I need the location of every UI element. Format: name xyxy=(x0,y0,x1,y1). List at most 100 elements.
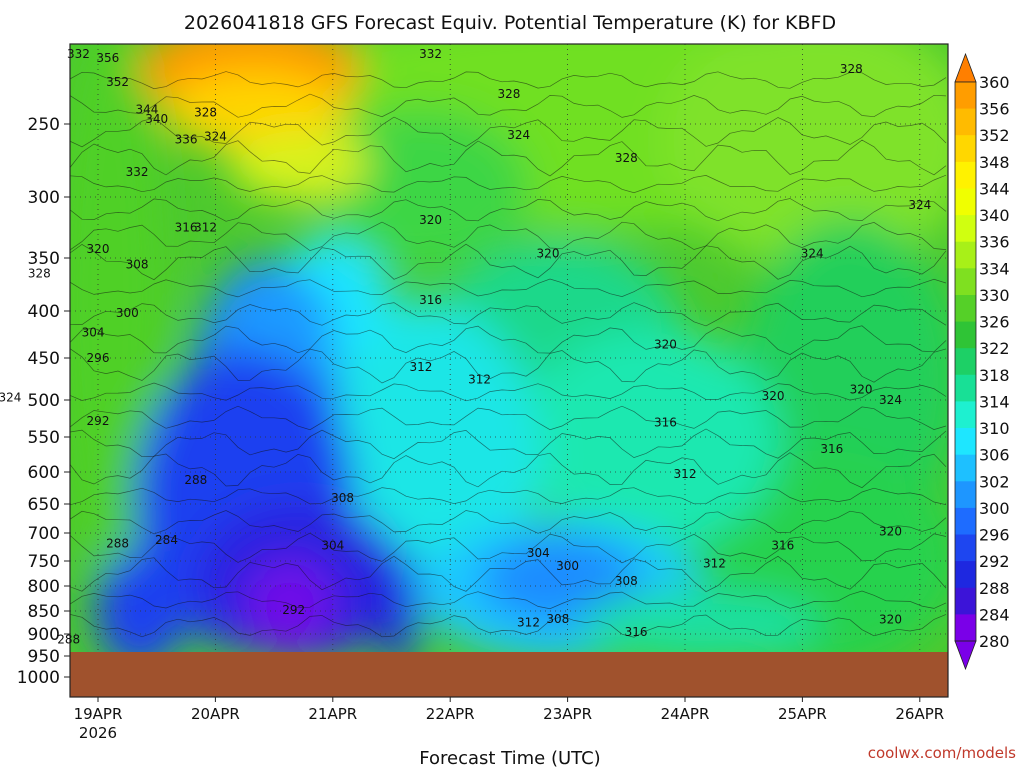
contour-line xyxy=(70,71,947,90)
colorbar-label: 330 xyxy=(979,286,1010,305)
colorbar-segment xyxy=(955,82,976,110)
contour-line xyxy=(70,590,947,610)
colorbar: 360 356 352 348 344 340 336 334 330 326 322 318 314 3… xyxy=(954,52,1010,671)
contour-label: 312 xyxy=(468,373,491,387)
colorbar-segment xyxy=(955,295,976,323)
y-axis: 250 300 350 400 450 500 550 600 650 700 750 800 850 9… xyxy=(17,115,70,688)
contour-label: 332 xyxy=(67,47,90,61)
heat-blob xyxy=(230,130,370,200)
heat-blob xyxy=(95,550,185,670)
contour-label: 300 xyxy=(556,559,579,573)
colorbar-segment xyxy=(955,561,976,589)
contour-line xyxy=(70,139,947,177)
contour-label: 320 xyxy=(850,383,873,397)
contour-label: 324 xyxy=(204,130,227,144)
contour-label: 328 xyxy=(194,106,217,120)
contour-line xyxy=(70,325,947,355)
terrain-ground xyxy=(70,652,948,697)
colorbar-label: 310 xyxy=(979,419,1010,438)
contour-line xyxy=(70,278,947,298)
colorbar-segment xyxy=(955,188,976,216)
colorbar-segment xyxy=(955,321,976,349)
contour-label: 320 xyxy=(87,242,110,256)
contour-label: 340 xyxy=(145,112,168,126)
y-tick-label: 550 xyxy=(28,428,60,448)
contour-line xyxy=(70,428,947,460)
colorbar-label: 280 xyxy=(979,632,1010,651)
contour-line xyxy=(70,382,947,402)
colorbar-label: 348 xyxy=(979,153,1010,172)
contour-label: 296 xyxy=(87,351,110,365)
y-tick-label: 1000 xyxy=(17,668,60,688)
contour-line xyxy=(70,116,947,148)
colorbar-label: 300 xyxy=(979,499,1010,518)
x-tick-label: 19APR xyxy=(74,705,123,723)
contour-label: 336 xyxy=(175,133,198,147)
contour-lines xyxy=(70,71,947,638)
contour-label: 304 xyxy=(82,325,105,339)
colorbar-segment xyxy=(955,215,976,243)
contour-label: 288 xyxy=(106,536,129,550)
colorbar-segment xyxy=(955,374,976,402)
contour-label: 324 xyxy=(879,393,902,407)
contour-label: 344 xyxy=(135,102,158,116)
contour-label: 304 xyxy=(527,546,550,560)
contour-line xyxy=(70,221,947,251)
colorbar-label: 360 xyxy=(979,73,1010,92)
contour-label: 316 xyxy=(419,293,442,307)
x-tick-label: 22APR xyxy=(426,705,475,723)
colorbar-bottom-arrow xyxy=(954,640,977,671)
chart-title: 2026041818 GFS Forecast Equiv. Potential… xyxy=(184,12,836,34)
y-tick-label: 750 xyxy=(28,552,60,572)
contour-label: 316 xyxy=(625,625,648,639)
contour-line xyxy=(70,302,947,327)
colorbar-label: 288 xyxy=(979,579,1010,598)
colorbar-label: 284 xyxy=(979,605,1010,624)
x-tick-label: 25APR xyxy=(778,705,827,723)
y-tick-label: 900 xyxy=(28,625,60,645)
contour-label: 316 xyxy=(820,442,843,456)
contour-label: 316 xyxy=(175,221,198,235)
heat-blob xyxy=(660,44,948,270)
contour-label: 320 xyxy=(419,213,442,227)
contour-line xyxy=(70,198,947,222)
heat-blob xyxy=(520,330,780,550)
x-tick-label: 24APR xyxy=(661,705,710,723)
colorbar-segment xyxy=(955,108,976,136)
y-tick-label: 350 xyxy=(28,249,60,269)
contour-label: 332 xyxy=(126,165,149,179)
heat-blob xyxy=(380,550,420,670)
contour-label: 312 xyxy=(674,467,697,481)
plot-frame xyxy=(69,43,949,698)
x-tick-label: 23APR xyxy=(543,705,592,723)
colorbar-segment xyxy=(955,614,976,642)
contour-line xyxy=(70,243,947,281)
colorbar-segment xyxy=(955,428,976,456)
heat-field xyxy=(70,44,948,670)
colorbar-label: 326 xyxy=(979,313,1010,332)
contour-label: 320 xyxy=(879,612,902,626)
contour-line xyxy=(70,555,947,593)
colorbar-segment xyxy=(955,348,976,376)
contour-label: 320 xyxy=(537,247,560,261)
colorbar-top-arrow xyxy=(954,52,977,83)
contour-label: 312 xyxy=(409,360,432,374)
colorbar-segment xyxy=(955,587,976,615)
contour-label: 320 xyxy=(879,524,902,538)
colorbar-segment xyxy=(955,401,976,429)
contour-label: 292 xyxy=(282,603,305,617)
credit-text: coolwx.com/models xyxy=(868,744,1016,762)
contour-label: 320 xyxy=(762,389,785,403)
y-tick-label: 500 xyxy=(28,391,60,411)
colorbar-segment xyxy=(955,481,976,509)
contour-label: 324 xyxy=(801,247,824,261)
contour-line xyxy=(70,93,947,118)
y-tick-label: 700 xyxy=(28,524,60,544)
contour-label: 316 xyxy=(771,539,794,553)
contour-label: 292 xyxy=(87,414,110,428)
contour-label: 304 xyxy=(321,539,344,553)
colorbar-label: 292 xyxy=(979,552,1010,571)
colorbar-label: 340 xyxy=(979,206,1010,225)
y-tick-label: 300 xyxy=(28,188,60,208)
colorbar-label: 314 xyxy=(979,392,1010,411)
